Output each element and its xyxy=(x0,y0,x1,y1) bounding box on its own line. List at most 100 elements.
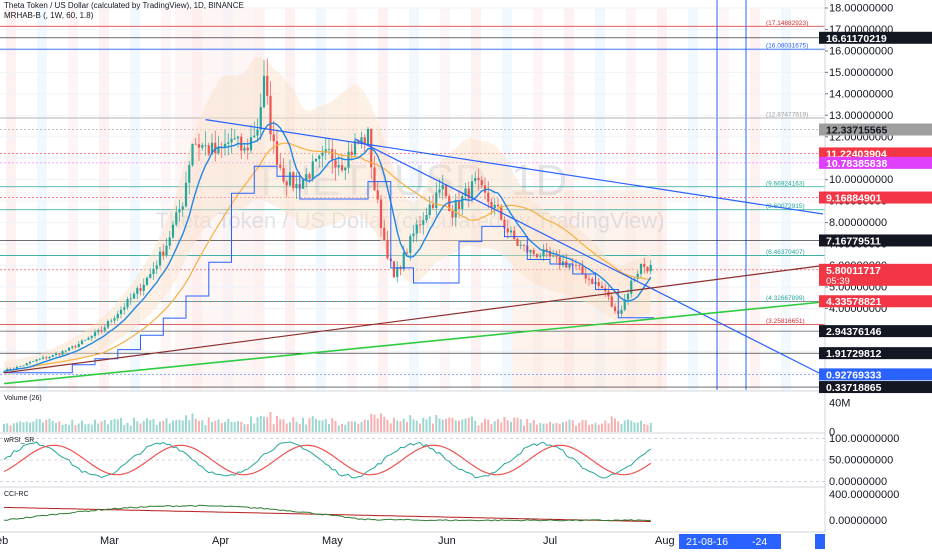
volume-bar xyxy=(581,420,584,432)
price-badge xyxy=(819,347,932,360)
candle-body xyxy=(113,318,116,321)
volume-bar xyxy=(623,420,626,432)
volume-bar xyxy=(38,419,41,432)
volume-bar xyxy=(45,419,48,432)
candle-body xyxy=(340,165,344,171)
volume-bar xyxy=(367,420,369,432)
candle-body xyxy=(435,192,438,209)
cursor-time-badge xyxy=(679,534,781,549)
volume-bar xyxy=(61,424,64,432)
volume-bar xyxy=(545,423,548,432)
candle-body xyxy=(376,190,379,200)
candle-body xyxy=(461,196,464,209)
volume-bar xyxy=(110,420,113,432)
price-badge-label: 0.92769333 xyxy=(826,369,882,381)
volume-bar xyxy=(441,419,444,432)
candle-body xyxy=(243,147,246,151)
candle-body xyxy=(305,174,308,180)
volume-bar xyxy=(604,420,607,432)
pane-title[interactable]: wRSI_SR xyxy=(3,437,34,444)
candle-body xyxy=(327,148,331,150)
candle-body xyxy=(357,140,360,144)
background-band xyxy=(161,8,171,390)
candle-body xyxy=(149,274,152,278)
volume-bar xyxy=(217,419,220,432)
candle-body xyxy=(145,277,149,285)
candle-body xyxy=(402,252,405,270)
time-tick-label[interactable]: Jul xyxy=(543,535,557,547)
volume-bar xyxy=(263,416,265,432)
volume-bar xyxy=(315,419,317,432)
candle-body xyxy=(32,361,35,362)
candle-body xyxy=(646,266,649,272)
cursor-time-label: 21-08-16 xyxy=(686,536,728,548)
candle-body xyxy=(155,265,158,269)
candle-body xyxy=(15,366,19,369)
volume-bar xyxy=(344,424,347,432)
candle-body xyxy=(334,160,337,168)
volume-bar xyxy=(159,421,161,432)
time-tick-label[interactable]: Jun xyxy=(438,535,456,547)
volume-bar xyxy=(32,421,35,432)
volatility-cloud xyxy=(4,57,651,376)
candle-body xyxy=(321,152,324,156)
candle-body xyxy=(422,220,425,225)
volume-bar xyxy=(168,423,171,432)
volume-bar xyxy=(16,422,18,432)
candle-body xyxy=(487,192,490,202)
volume-bar xyxy=(565,421,568,432)
background-band xyxy=(595,8,605,390)
volume-bar xyxy=(64,423,67,432)
volume-bar xyxy=(90,424,93,432)
candle-body xyxy=(2,371,6,373)
time-tick-label[interactable]: Mar xyxy=(100,535,119,547)
volume-bar xyxy=(594,422,597,432)
candle-body xyxy=(194,143,197,145)
price-badge-label: 9.16884901 xyxy=(826,193,882,205)
volume-bar xyxy=(630,420,633,432)
volume-bar xyxy=(220,422,223,432)
volume-bar xyxy=(29,422,31,432)
price-tick-label: 18.00000000 xyxy=(829,3,893,15)
candle-body xyxy=(392,261,396,278)
time-tick-label[interactable]: May xyxy=(322,535,343,547)
volume-bar xyxy=(214,420,217,432)
candle-body xyxy=(178,209,181,213)
volume-bar xyxy=(396,420,399,432)
candle-body xyxy=(464,188,467,197)
candle-body xyxy=(259,107,262,130)
candle-body xyxy=(509,230,513,233)
volume-bar xyxy=(35,419,38,432)
indicator-legend[interactable]: MRHAB-B (, 1W, 60, 1.8) xyxy=(4,11,94,20)
volume-bar xyxy=(471,416,473,432)
time-tick-label[interactable]: Aug xyxy=(655,535,675,547)
candle-body xyxy=(626,293,630,300)
volume-bar xyxy=(474,420,477,432)
candle-body xyxy=(256,129,259,136)
candle-body xyxy=(119,309,123,315)
pane-title[interactable]: Volume (26) xyxy=(4,395,42,402)
volume-bar xyxy=(445,418,447,432)
time-tick-label[interactable]: eb xyxy=(0,535,8,547)
candle-body xyxy=(561,261,565,266)
volume-bar xyxy=(607,423,610,432)
candle-body xyxy=(415,224,418,234)
pane-title[interactable]: CCI-RC xyxy=(4,491,29,498)
volume-bar xyxy=(292,417,295,432)
pane-tick-label: 0 xyxy=(829,427,835,439)
candle-body xyxy=(116,314,119,319)
candle-body xyxy=(262,75,266,108)
background-band xyxy=(285,8,295,390)
candle-body xyxy=(412,233,415,237)
candle-body xyxy=(639,263,643,274)
candle-body xyxy=(574,264,578,266)
time-tick-label[interactable]: Apr xyxy=(212,535,229,547)
candle-body xyxy=(597,282,600,286)
volume-bar xyxy=(185,415,187,432)
candle-body xyxy=(269,95,272,135)
candle-body xyxy=(139,288,142,291)
volume-bar xyxy=(136,421,139,432)
volume-bar xyxy=(227,418,230,432)
candle-body xyxy=(184,182,188,207)
